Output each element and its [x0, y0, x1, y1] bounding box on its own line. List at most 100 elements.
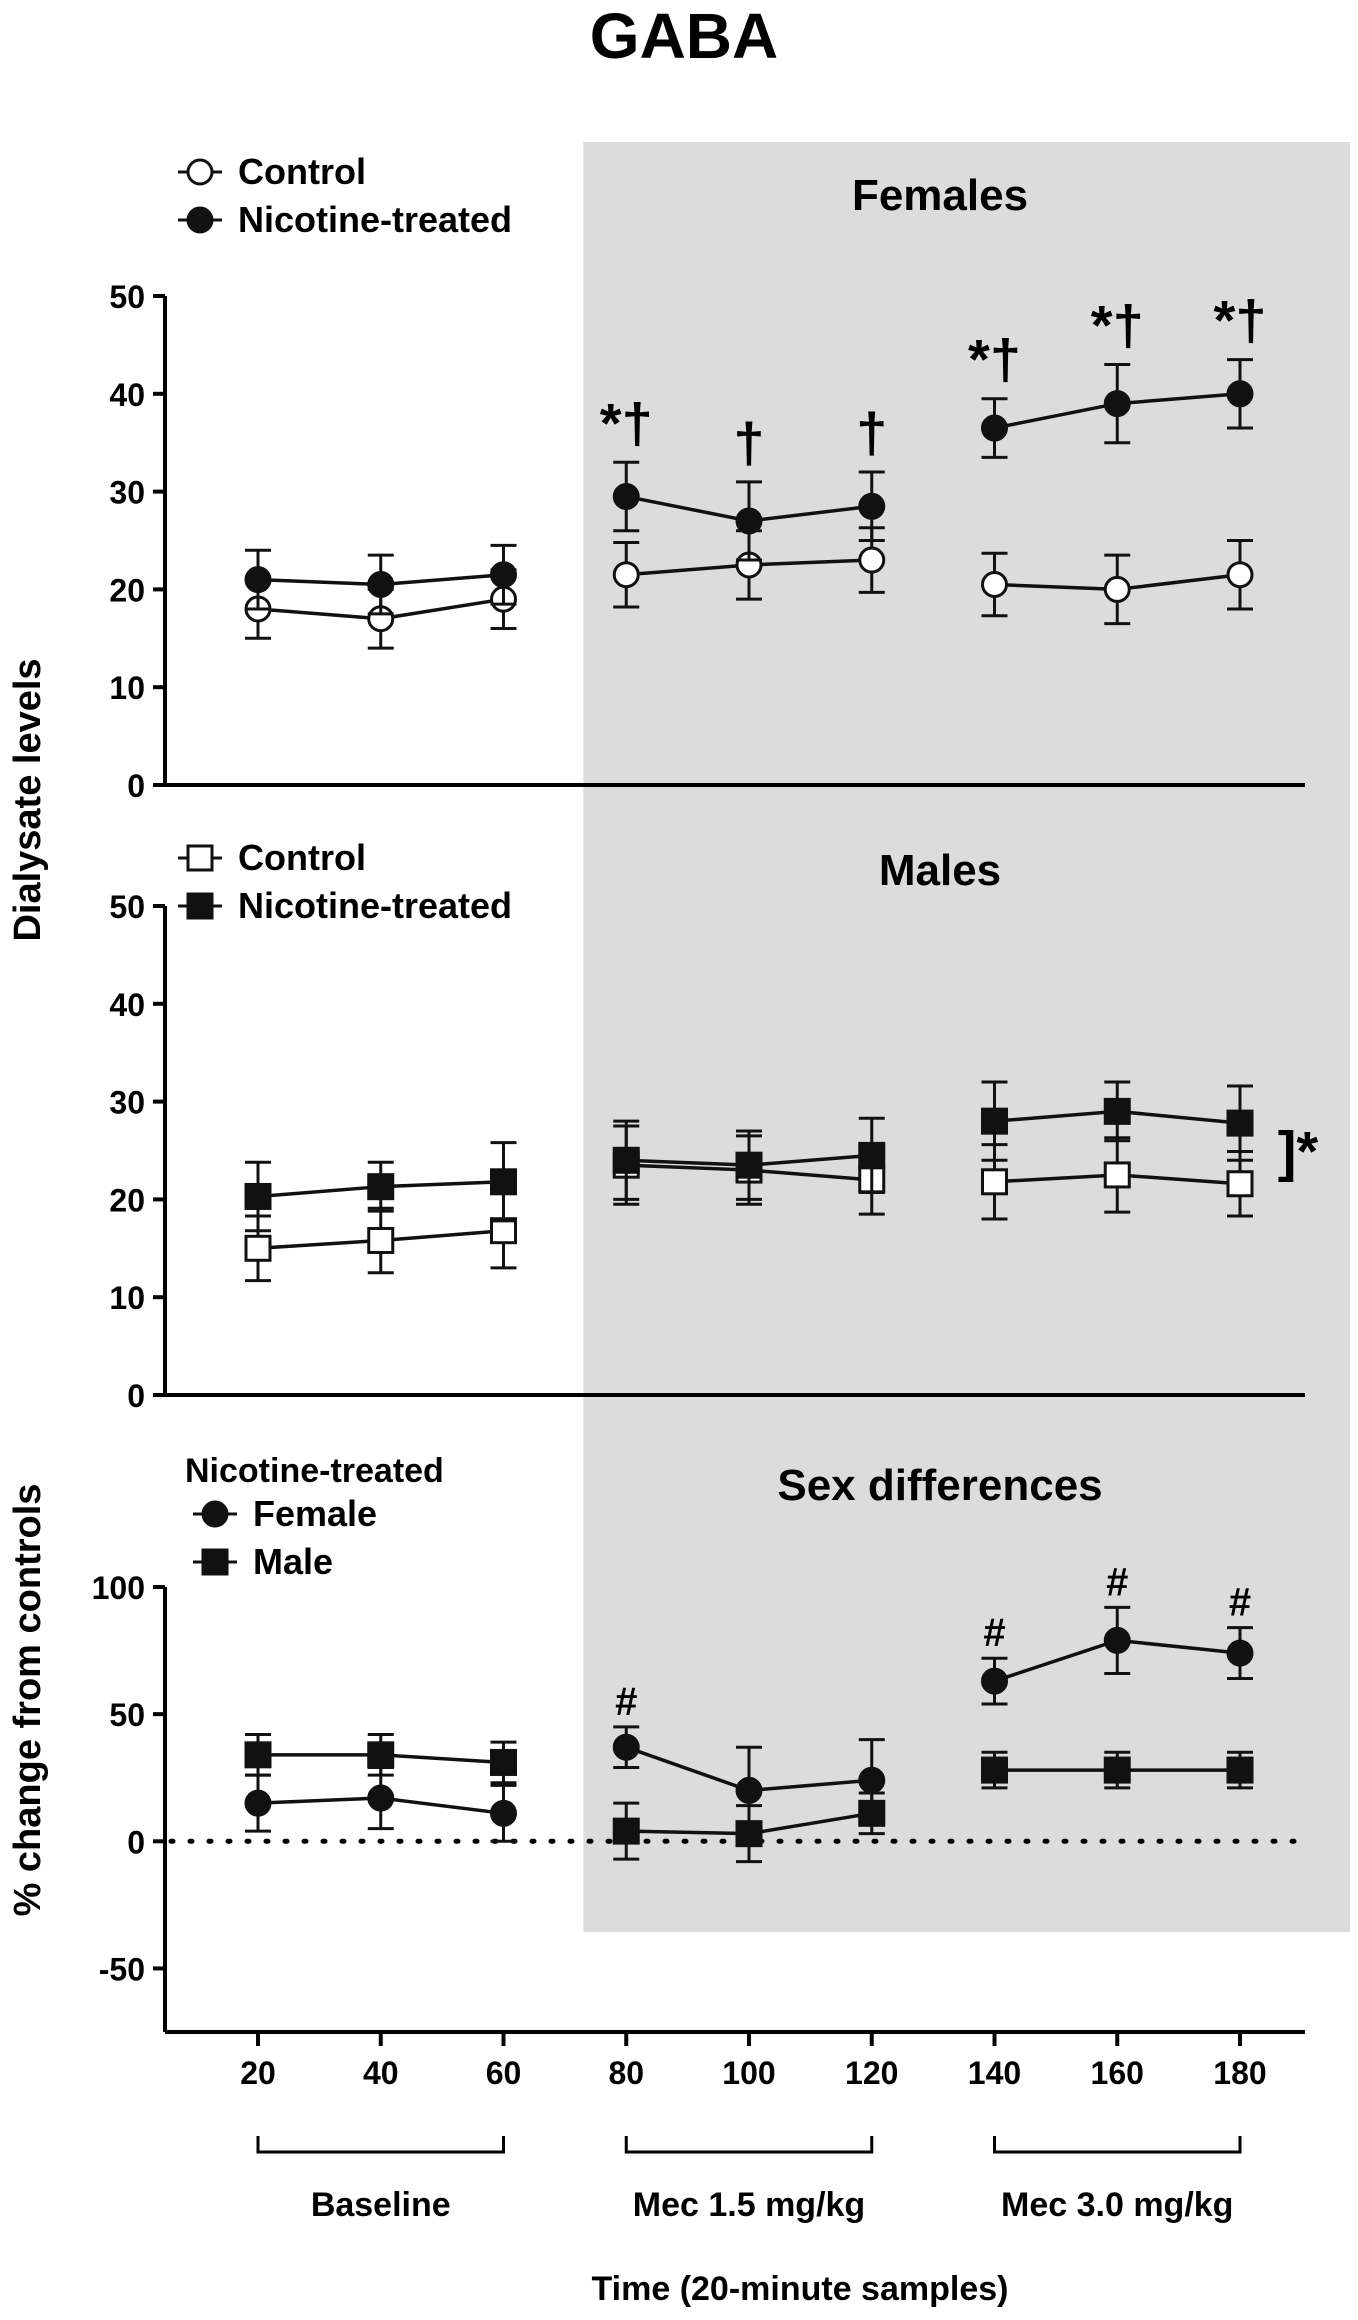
legend-label: Control [238, 151, 366, 192]
y-tick-label: 50 [109, 279, 145, 315]
y-tick-label: 20 [109, 572, 145, 608]
treatment-shade [583, 142, 1350, 1932]
x-tick-label: 140 [968, 2055, 1021, 2091]
y-tick-label: 40 [109, 377, 145, 413]
data-point [1103, 1161, 1131, 1189]
series-male [244, 1732, 1254, 1864]
data-point [244, 1789, 272, 1817]
data-point [858, 1766, 886, 1794]
panel-3: Sex differences -50 0 50 100 # # # # Nicotine-tre… [92, 1452, 1308, 2034]
chart-title: GABA [590, 0, 778, 72]
y-axis-label-top: Dialysate levels [7, 658, 49, 941]
y-tick-label: 20 [109, 1182, 145, 1218]
legend: Control Nicotine-treated [178, 151, 512, 240]
data-point [981, 1667, 1008, 1695]
significance-marker: ]* [1278, 1120, 1319, 1183]
data-point [1103, 1756, 1131, 1784]
data-point [612, 1146, 640, 1174]
data-point [858, 1799, 886, 1827]
panel-title: Females [852, 171, 1028, 220]
y-tick-label: 0 [127, 1378, 145, 1414]
data-point [490, 561, 517, 589]
y-tick-label: 30 [109, 1085, 145, 1121]
data-point [244, 1234, 272, 1262]
data-point [244, 566, 272, 594]
legend-marker [186, 844, 214, 872]
significance-marker: † [733, 411, 764, 474]
x-tick-label: 120 [845, 2055, 898, 2091]
data-point [612, 482, 640, 510]
data-point [490, 1799, 517, 1827]
legend-item: Nicotine-treated [178, 885, 512, 926]
y-tick-label: 0 [127, 1824, 145, 1860]
data-point [367, 1173, 395, 1201]
data-point [981, 1756, 1008, 1784]
data-point [735, 1820, 763, 1848]
data-point [1226, 1756, 1254, 1784]
data-point [981, 571, 1008, 599]
legend-label: Control [238, 837, 366, 878]
y-tick-label: 100 [92, 1570, 145, 1606]
data-point [1103, 1097, 1131, 1125]
data-point [490, 1217, 517, 1245]
x-tick-label: 40 [363, 2055, 399, 2091]
y-axis-label-bottom: % change from controls [7, 1484, 49, 1917]
y-tick-label: -50 [99, 1951, 145, 1987]
legend-item: Control [178, 151, 366, 192]
x-axis-label: Time (20-minute samples) [592, 2270, 1009, 2308]
legend-label: Nicotine-treated [238, 199, 512, 240]
phase-bracket [256, 2136, 505, 2154]
x-tick-label: 160 [1091, 2055, 1144, 2091]
data-point [244, 1741, 272, 1769]
data-point [858, 1141, 886, 1169]
data-point [858, 492, 886, 520]
significance-marker: *† [1214, 289, 1267, 352]
phase-label: Mec 3.0 mg/kg [1001, 2186, 1233, 2224]
x-tick-label: 20 [240, 2055, 276, 2091]
phase-label: Baseline [311, 2186, 451, 2224]
panel-title: Sex differences [777, 1461, 1102, 1510]
panel-2: Males 0 10 20 30 40 50]* Control Nicotine-treate… [109, 837, 1318, 1414]
legend: Control Nicotine-treated [178, 837, 512, 926]
data-point [858, 546, 886, 574]
plot-area: Females 0 10 20 30 40 50 *† † † *† *† *† Control Nicot… [92, 142, 1350, 2224]
significance-marker: *† [968, 328, 1021, 391]
data-point [367, 1226, 395, 1254]
data-point [735, 507, 763, 535]
legend-marker [201, 1548, 229, 1576]
phase-label: Mec 1.5 mg/kg [633, 2186, 865, 2224]
data-point [981, 414, 1008, 442]
data-point [367, 1741, 395, 1769]
panel-title: Males [879, 846, 1001, 895]
series-nicotine-treated [244, 358, 1254, 616]
y-tick-label: 10 [109, 1280, 145, 1316]
significance-marker: # [615, 1680, 637, 1724]
data-point [367, 571, 395, 599]
significance-marker: *† [600, 391, 653, 454]
significance-marker: † [856, 401, 887, 464]
data-point [612, 1817, 640, 1845]
data-point [1226, 561, 1254, 589]
legend-marker [186, 892, 214, 920]
significance-marker: # [1106, 1560, 1128, 1604]
legend-label: Female [253, 1493, 377, 1534]
x-tick-label: 80 [608, 2055, 644, 2091]
significance-marker: # [983, 1611, 1005, 1655]
legend-item: Nicotine-treated [178, 199, 512, 240]
data-point [367, 1784, 395, 1812]
significance-marker: # [1229, 1581, 1251, 1625]
legend-item: Control [178, 837, 366, 878]
x-tick-label: 60 [486, 2055, 522, 2091]
panel-1: Females 0 10 20 30 40 50 *† † † *† *† *† Control Nicot… [109, 151, 1305, 804]
x-tick-label: 180 [1213, 2055, 1266, 2091]
y-tick-label: 50 [109, 889, 145, 925]
phase-bracket [624, 2136, 874, 2154]
data-point [981, 1168, 1008, 1196]
legend-marker [201, 1500, 229, 1528]
y-tick-label: 10 [109, 670, 145, 706]
legend-item: Male [193, 1541, 333, 1582]
significance-marker: *† [1091, 293, 1144, 356]
data-point [1103, 1626, 1131, 1654]
x-tick-label: 100 [722, 2055, 775, 2091]
